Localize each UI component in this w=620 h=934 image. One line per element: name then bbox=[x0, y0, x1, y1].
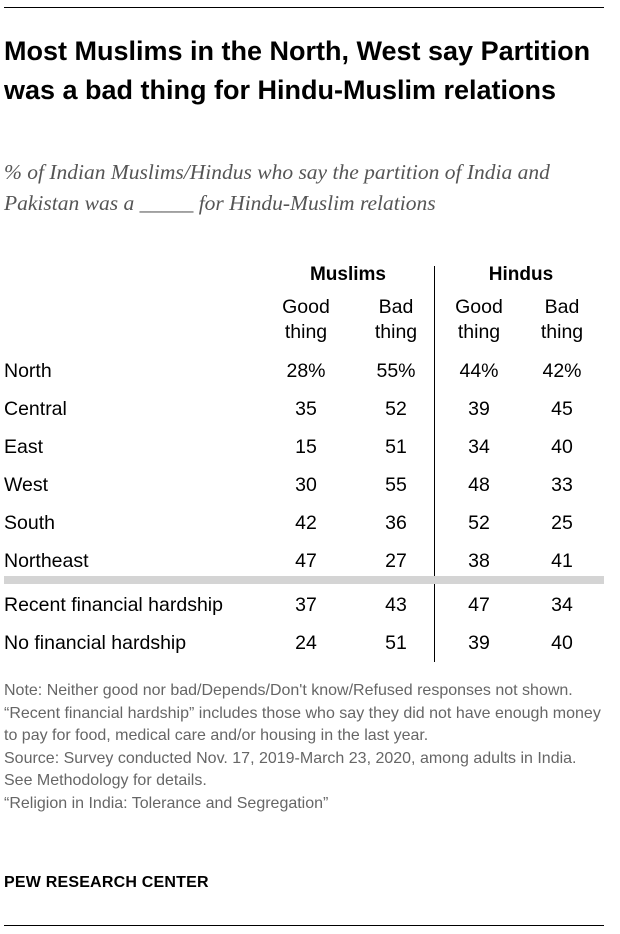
note-text: Note: Neither good nor bad/Depends/Don't… bbox=[4, 682, 601, 744]
cell-hindus-good: 47 bbox=[468, 594, 490, 616]
cell-muslims-good: 35 bbox=[295, 398, 317, 420]
bottom-rule bbox=[4, 925, 604, 926]
cell-hindus-bad: 40 bbox=[551, 436, 573, 458]
column-header-muslims-bad: Bad thing bbox=[374, 296, 418, 343]
top-rule bbox=[4, 7, 604, 8]
chart-title: Most Muslims in the North, West say Part… bbox=[4, 36, 591, 105]
notes: Note: Neither good nor bad/Depends/Don't… bbox=[4, 680, 604, 815]
cell-hindus-good: 48 bbox=[468, 474, 490, 496]
cell-muslims-bad: 55 bbox=[385, 474, 407, 496]
cell-muslims-good: 15 bbox=[295, 436, 317, 458]
cell-hindus-good: 38 bbox=[468, 550, 490, 572]
column-header-hindus-good: Good thing bbox=[455, 296, 503, 343]
table-row: East 15 51 34 40 bbox=[0, 436, 620, 466]
table-row: North 28% 55% 44% 42% bbox=[0, 360, 620, 390]
cell-muslims-bad: 27 bbox=[385, 550, 407, 572]
cell-hindus-bad: 34 bbox=[551, 594, 573, 616]
cell-muslims-good: 47 bbox=[295, 550, 317, 572]
source-text: Source: Survey conducted Nov. 17, 2019-M… bbox=[4, 749, 577, 790]
cell-muslims-bad: 36 bbox=[385, 512, 407, 534]
cell-muslims-bad: 55% bbox=[376, 360, 416, 382]
group-header-muslims: Muslims bbox=[309, 264, 387, 285]
cell-muslims-bad: 52 bbox=[385, 398, 407, 420]
cell-muslims-good: 24 bbox=[295, 632, 317, 654]
cell-muslims-good: 42 bbox=[295, 512, 317, 534]
section-divider bbox=[4, 576, 604, 584]
row-label: No financial hardship bbox=[4, 632, 187, 654]
cell-hindus-bad: 45 bbox=[551, 398, 573, 420]
row-label: West bbox=[4, 474, 49, 496]
row-label: Northeast bbox=[4, 550, 89, 572]
row-label: Central bbox=[4, 398, 67, 420]
cell-hindus-bad: 33 bbox=[551, 474, 573, 496]
cell-hindus-good: 39 bbox=[468, 632, 490, 654]
group-divider bbox=[434, 266, 435, 662]
cell-muslims-good: 30 bbox=[295, 474, 317, 496]
chart-subtitle: % of Indian Muslims/Hindus who say the p… bbox=[4, 160, 550, 215]
row-label: Recent financial hardship bbox=[4, 594, 223, 616]
cell-hindus-bad: 41 bbox=[551, 550, 573, 572]
table-row: West 30 55 48 33 bbox=[0, 474, 620, 504]
row-label: North bbox=[4, 360, 52, 382]
cell-muslims-bad: 43 bbox=[385, 594, 407, 616]
cell-hindus-good: 52 bbox=[468, 512, 490, 534]
table-row: No financial hardship 24 51 39 40 bbox=[0, 632, 620, 662]
table-row: South 42 36 52 25 bbox=[0, 512, 620, 542]
cell-muslims-bad: 51 bbox=[385, 436, 407, 458]
row-label: East bbox=[4, 436, 44, 458]
table-row: Recent financial hardship 37 43 47 34 bbox=[0, 594, 620, 624]
cell-muslims-good: 28% bbox=[286, 360, 326, 382]
column-header-hindus-bad: Bad thing bbox=[540, 296, 584, 343]
row-label: South bbox=[4, 512, 55, 534]
pew-logo-text: PEW RESEARCH CENTER bbox=[4, 874, 209, 891]
cell-hindus-bad: 40 bbox=[551, 632, 573, 654]
group-header-hindus: Hindus bbox=[488, 264, 554, 285]
column-header-muslims-good: Good thing bbox=[282, 296, 330, 343]
report-title: “Religion in India: Tolerance and Segreg… bbox=[4, 794, 329, 812]
cell-hindus-bad: 25 bbox=[551, 512, 573, 534]
cell-hindus-good: 44% bbox=[459, 360, 499, 382]
cell-hindus-bad: 42% bbox=[542, 360, 582, 382]
table-row: Central 35 52 39 45 bbox=[0, 398, 620, 428]
cell-muslims-bad: 51 bbox=[385, 632, 407, 654]
table-row: Northeast 47 27 38 41 bbox=[0, 550, 620, 580]
cell-muslims-good: 37 bbox=[295, 594, 317, 616]
cell-hindus-good: 34 bbox=[468, 436, 490, 458]
cell-hindus-good: 39 bbox=[468, 398, 490, 420]
